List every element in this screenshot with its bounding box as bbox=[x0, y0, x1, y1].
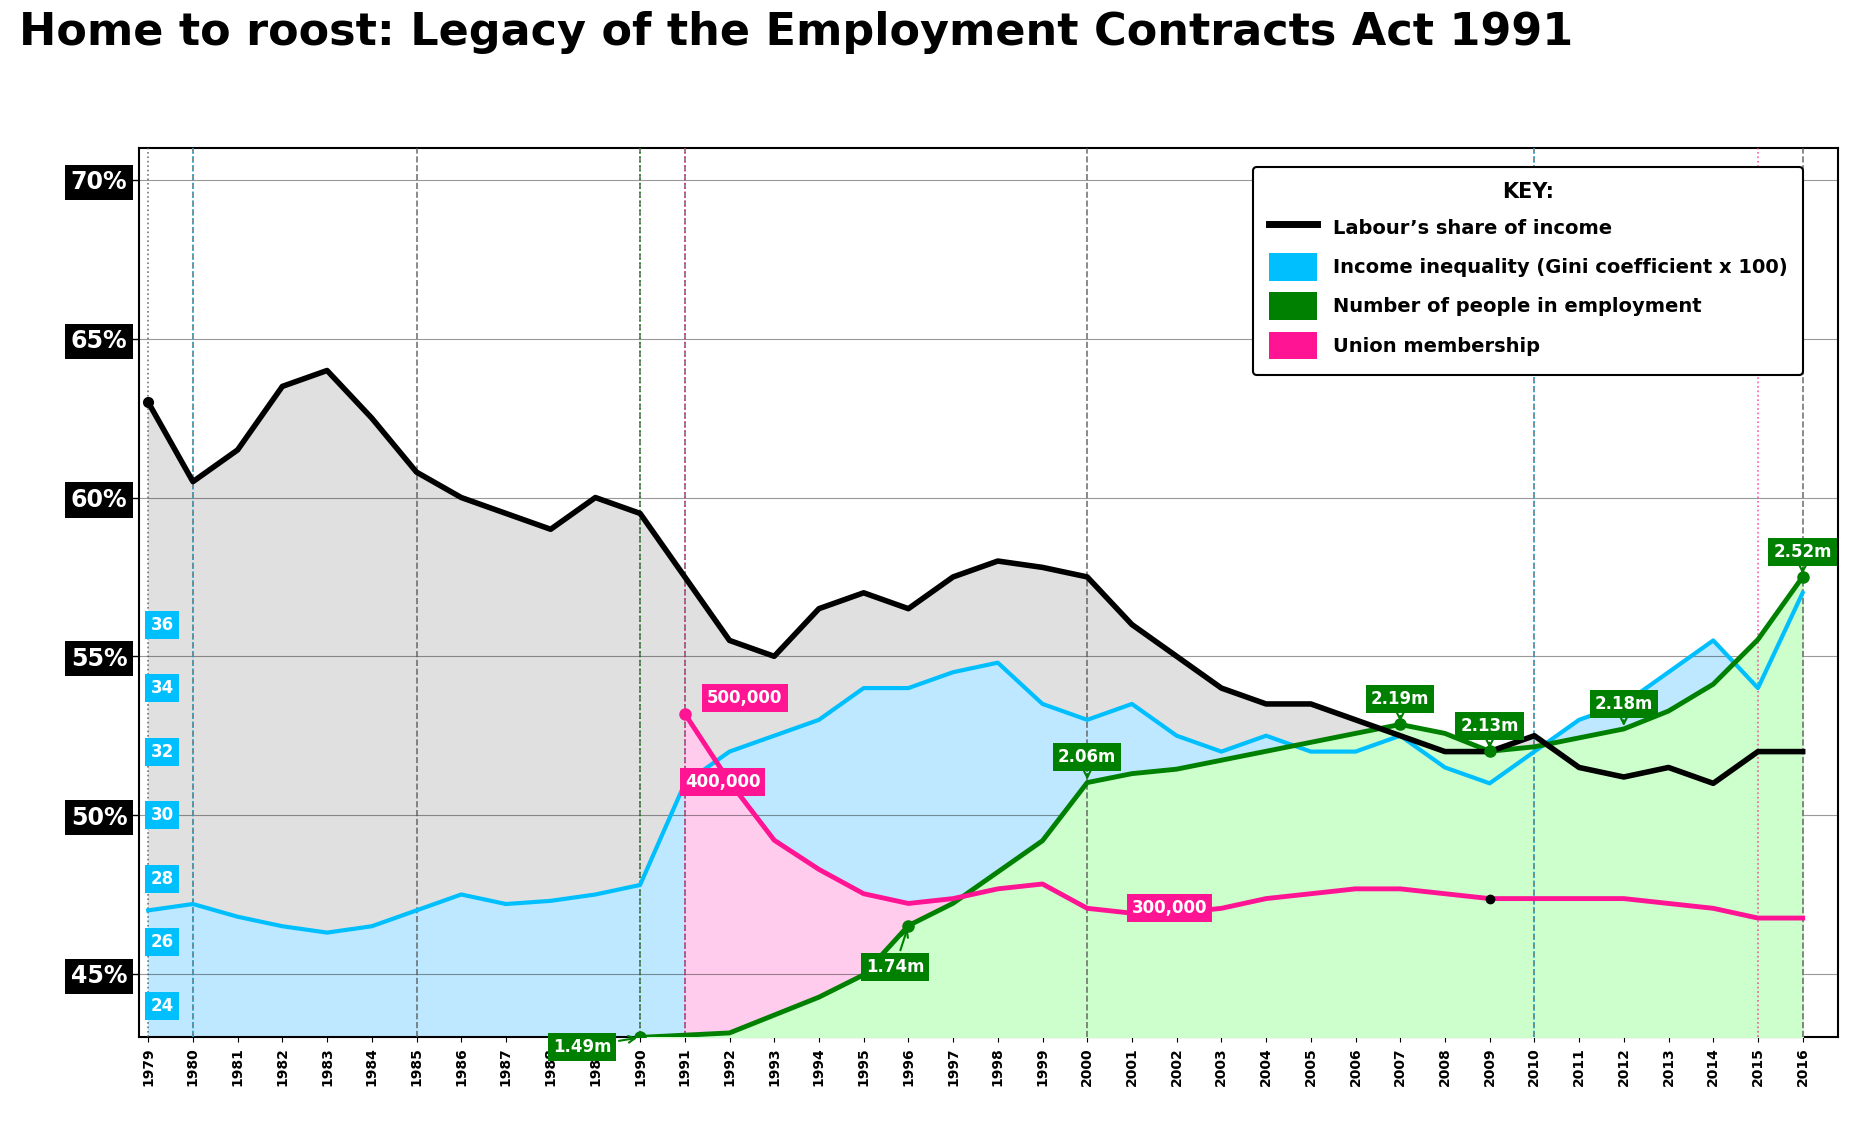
Text: 2.52m: 2.52m bbox=[1773, 543, 1831, 572]
Legend: Labour’s share of income, Income inequality (Gini coefficient x 100), Number of : Labour’s share of income, Income inequal… bbox=[1253, 166, 1803, 375]
Text: 2.13m: 2.13m bbox=[1460, 717, 1519, 747]
Text: 400,000: 400,000 bbox=[685, 773, 760, 791]
Text: 1.74m: 1.74m bbox=[865, 930, 925, 976]
Text: 32: 32 bbox=[150, 742, 175, 760]
Text: 1.49m: 1.49m bbox=[553, 1036, 635, 1056]
Text: 500,000: 500,000 bbox=[708, 689, 782, 707]
Text: 2.06m: 2.06m bbox=[1058, 748, 1116, 777]
Text: 300,000: 300,000 bbox=[1133, 899, 1207, 918]
Text: 2.19m: 2.19m bbox=[1370, 690, 1430, 719]
Text: 30: 30 bbox=[150, 806, 173, 824]
Text: 28: 28 bbox=[150, 870, 173, 888]
Text: 26: 26 bbox=[150, 934, 173, 951]
Text: 2.18m: 2.18m bbox=[1595, 694, 1653, 724]
Text: Home to roost: Legacy of the Employment Contracts Act 1991: Home to roost: Legacy of the Employment … bbox=[19, 11, 1573, 55]
Text: 36: 36 bbox=[150, 616, 173, 634]
Text: 34: 34 bbox=[150, 679, 175, 697]
Text: 24: 24 bbox=[150, 996, 175, 1015]
